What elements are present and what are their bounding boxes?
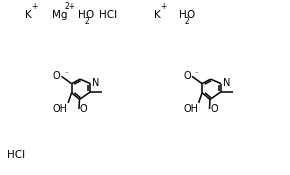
- Text: N: N: [92, 78, 99, 88]
- Text: H: H: [78, 10, 86, 20]
- Text: O: O: [210, 104, 218, 114]
- Text: K: K: [154, 10, 161, 20]
- Text: 2+: 2+: [64, 2, 75, 11]
- Text: 2: 2: [84, 17, 89, 26]
- Text: ⁻: ⁻: [214, 104, 218, 110]
- Text: 2: 2: [185, 17, 189, 26]
- Text: ⁻: ⁻: [195, 71, 199, 77]
- Text: Mg: Mg: [52, 10, 67, 20]
- Text: +: +: [161, 2, 167, 11]
- Text: ⁻: ⁻: [84, 104, 87, 110]
- Text: HCl: HCl: [99, 10, 117, 20]
- Text: O: O: [86, 10, 94, 20]
- Text: HCl: HCl: [7, 150, 26, 160]
- Text: H: H: [179, 10, 187, 20]
- Text: O: O: [53, 71, 60, 81]
- Text: O: O: [183, 71, 191, 81]
- Text: OH: OH: [52, 104, 68, 114]
- Text: +: +: [31, 2, 37, 11]
- Text: O: O: [80, 104, 87, 114]
- Text: K: K: [25, 10, 31, 20]
- Text: O: O: [186, 10, 195, 20]
- Text: N: N: [223, 78, 230, 88]
- Text: OH: OH: [183, 104, 198, 114]
- Text: ⁻: ⁻: [64, 71, 68, 77]
